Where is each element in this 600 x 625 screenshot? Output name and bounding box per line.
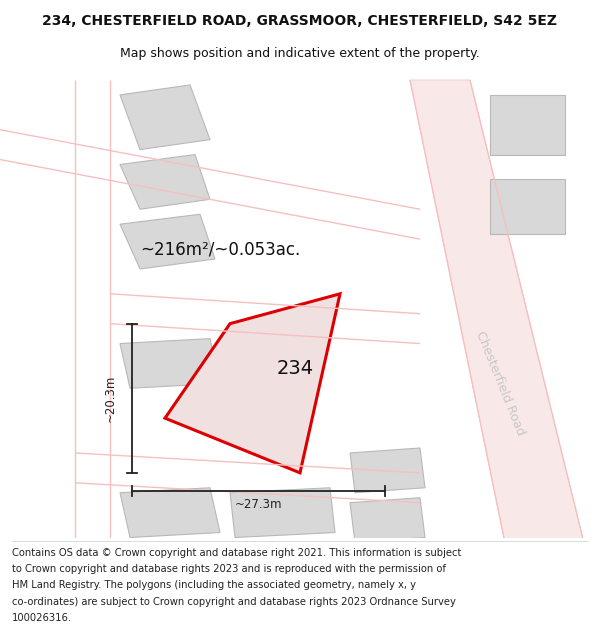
Text: co-ordinates) are subject to Crown copyright and database rights 2023 Ordnance S: co-ordinates) are subject to Crown copyr…: [12, 596, 456, 606]
Text: HM Land Registry. The polygons (including the associated geometry, namely x, y: HM Land Registry. The polygons (includin…: [12, 581, 416, 591]
Polygon shape: [230, 488, 335, 538]
Text: Chesterfield Road: Chesterfield Road: [473, 329, 527, 437]
Polygon shape: [490, 179, 565, 234]
Polygon shape: [120, 339, 220, 388]
Polygon shape: [350, 448, 425, 493]
Text: Map shows position and indicative extent of the property.: Map shows position and indicative extent…: [120, 48, 480, 61]
Polygon shape: [120, 488, 220, 538]
Polygon shape: [350, 498, 425, 542]
Text: ~20.3m: ~20.3m: [104, 374, 116, 422]
Polygon shape: [410, 80, 590, 568]
Text: to Crown copyright and database rights 2023 and is reproduced with the permissio: to Crown copyright and database rights 2…: [12, 564, 446, 574]
Text: 234, CHESTERFIELD ROAD, GRASSMOOR, CHESTERFIELD, S42 5EZ: 234, CHESTERFIELD ROAD, GRASSMOOR, CHEST…: [43, 14, 557, 28]
Polygon shape: [120, 214, 215, 269]
Polygon shape: [120, 85, 210, 149]
Text: 100026316.: 100026316.: [12, 612, 72, 622]
Text: Contains OS data © Crown copyright and database right 2021. This information is : Contains OS data © Crown copyright and d…: [12, 548, 461, 558]
Text: ~216m²/~0.053ac.: ~216m²/~0.053ac.: [140, 240, 300, 258]
Polygon shape: [165, 294, 340, 473]
Polygon shape: [120, 154, 210, 209]
Text: ~27.3m: ~27.3m: [235, 498, 282, 511]
Text: 234: 234: [277, 359, 314, 378]
Polygon shape: [490, 95, 565, 154]
